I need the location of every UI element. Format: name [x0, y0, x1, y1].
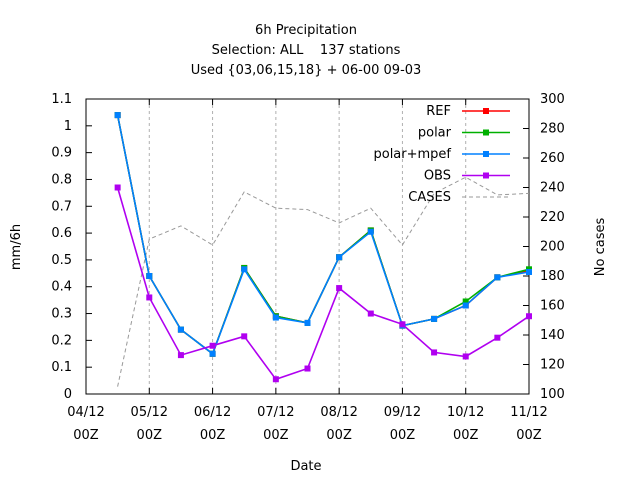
data-series: [114, 112, 532, 387]
y-tick-label: 0.7: [51, 199, 72, 214]
data-point-obs: [114, 184, 121, 191]
x-tick-label: 09/12: [384, 405, 421, 420]
axis-ticks: 0 0.1 0.2 0.3 0.4 0.5 0.6 0.7 0.8 0.9 1 1.1 100 120 14…: [51, 92, 565, 443]
y2-tick-label: 240: [540, 181, 565, 196]
data-point-polar-mpef: [462, 302, 469, 309]
y2-tick-label: 140: [540, 328, 565, 343]
y-axis-label: mm/6h: [9, 224, 24, 270]
data-point-polar-mpef: [177, 326, 184, 333]
x-tick-label-hour: 00Z: [137, 428, 163, 443]
x-tick-label-hour: 00Z: [200, 428, 226, 443]
y2-tick-label: 160: [540, 299, 565, 314]
data-point-polar-mpef: [114, 112, 121, 119]
x-tick-label-hour: 00Z: [326, 428, 352, 443]
legend-marker-polar: [483, 129, 489, 136]
legend-label-polar-mpef: polar+mpef: [373, 147, 451, 162]
data-point-polar-mpef: [367, 228, 374, 235]
data-point-obs: [494, 334, 501, 341]
chart-title-line-1: 6h Precipitation: [255, 23, 357, 38]
x-tick-label: 04/12: [67, 405, 104, 420]
x-tick-label-hour: 00Z: [73, 428, 99, 443]
data-point-polar-mpef: [526, 268, 532, 275]
data-point-obs: [272, 376, 279, 383]
chart-title: 6h Precipitation Selection: ALL 137 stat…: [191, 23, 422, 78]
y-tick-label: 1.1: [51, 92, 72, 107]
grid-lines: [148, 99, 467, 394]
legend-label-polar: polar: [418, 126, 452, 141]
data-point-obs: [304, 365, 311, 372]
x-tick-label: 11/12: [510, 405, 547, 420]
y2-tick-label: 200: [540, 240, 565, 255]
x-tick-label: 06/12: [194, 405, 231, 420]
legend-label-ref: REF: [426, 104, 451, 119]
legend: REF polar polar+mpef OBS CASES: [373, 104, 510, 205]
x-tick-label-hour: 00Z: [453, 428, 479, 443]
series-line-ref: [116, 114, 530, 356]
series-line-obs: [116, 187, 530, 381]
x-tick-label-hour: 00Z: [263, 428, 289, 443]
legend-marker-polar-mpef: [483, 151, 489, 157]
x-tick-label: 10/12: [447, 405, 484, 420]
data-point-obs: [431, 349, 438, 356]
data-point-polar-mpef: [209, 350, 216, 357]
chart-title-line-3: Used {03,06,15,18} + 06-00 09-03: [191, 63, 422, 78]
y-tick-label: 0: [64, 387, 72, 402]
y2-tick-label: 180: [540, 269, 565, 284]
data-point-obs: [462, 353, 469, 360]
y-tick-label: 0.3: [51, 307, 72, 322]
y-tick-label: 0.5: [51, 253, 72, 268]
data-point-obs: [209, 342, 216, 349]
chart-title-line-2: Selection: ALL 137 stations: [212, 43, 401, 58]
x-tick-label: 08/12: [320, 405, 357, 420]
data-point-polar-mpef: [431, 315, 438, 322]
x-axis-label: Date: [290, 459, 321, 474]
plot-frame: [85, 98, 530, 395]
data-point-polar-mpef: [272, 314, 279, 321]
legend-label-obs: OBS: [424, 169, 451, 184]
x-tick-label-hour: 00Z: [390, 428, 416, 443]
data-point-obs: [241, 333, 248, 340]
series-line-polar-mpef: [116, 114, 530, 356]
data-point-polar-mpef: [146, 273, 153, 279]
y-tick-label: 0.2: [51, 333, 72, 348]
data-point-obs: [336, 285, 343, 292]
series-line-cases: [117, 176, 530, 387]
y-tick-label: 0.8: [51, 172, 72, 187]
data-point-polar-mpef: [241, 266, 248, 273]
y-tick-label: 0.1: [51, 360, 72, 375]
data-point-polar-mpef: [304, 319, 311, 326]
y-tick-label: 0.4: [51, 280, 72, 295]
x-tick-label: 05/12: [131, 405, 168, 420]
series-line-polar: [116, 114, 530, 356]
data-point-obs: [399, 321, 406, 328]
y2-tick-label: 300: [540, 92, 565, 107]
y2-tick-label: 220: [540, 210, 565, 225]
y-tick-label: 1: [64, 119, 72, 134]
y2-tick-label: 120: [540, 358, 565, 373]
x-tick-label: 07/12: [257, 405, 294, 420]
y2-tick-label: 260: [540, 151, 565, 166]
data-point-polar-mpef: [494, 274, 501, 281]
y-tick-label: 0.9: [51, 146, 72, 161]
y2-tick-label: 280: [540, 122, 565, 137]
legend-label-cases: CASES: [408, 190, 451, 205]
data-point-polar-mpef: [336, 254, 343, 261]
legend-marker-obs: [483, 172, 489, 179]
data-point-polar: [462, 298, 469, 305]
y2-tick-label: 100: [540, 387, 565, 402]
data-point-obs: [177, 352, 184, 359]
data-point-obs: [526, 313, 532, 320]
data-point-obs: [367, 310, 374, 317]
x-tick-label-hour: 00Z: [516, 428, 542, 443]
data-point-obs: [146, 294, 153, 301]
legend-marker-ref: [483, 108, 489, 114]
y-tick-label: 0.6: [51, 226, 72, 241]
y2-axis-label: No cases: [593, 218, 608, 277]
